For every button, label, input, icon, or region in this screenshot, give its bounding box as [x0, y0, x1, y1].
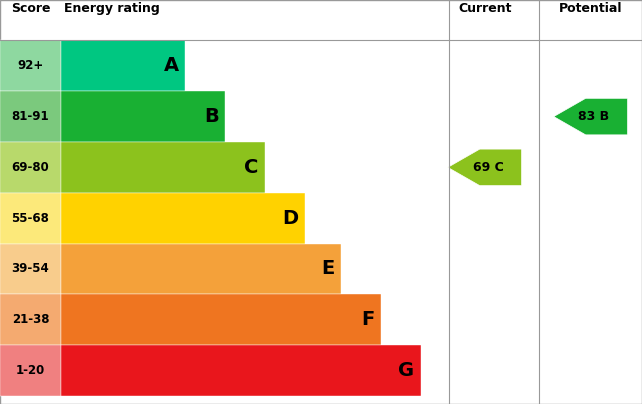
Bar [0, 40, 61, 91]
Bar [61, 193, 305, 244]
Polygon shape [553, 98, 627, 135]
Text: 81-91: 81-91 [12, 110, 49, 123]
Text: B: B [204, 107, 219, 126]
Text: 83 B: 83 B [578, 110, 609, 123]
Text: D: D [282, 208, 299, 228]
Text: 1-20: 1-20 [16, 364, 45, 377]
Text: Current: Current [458, 2, 512, 15]
Bar [0, 345, 61, 396]
Text: C: C [245, 158, 259, 177]
Text: Score: Score [11, 2, 50, 15]
Bar [0, 193, 61, 244]
Bar [0, 295, 61, 345]
Bar [61, 40, 186, 91]
Text: A: A [164, 56, 179, 75]
Bar [61, 142, 265, 193]
Text: Potential: Potential [559, 2, 622, 15]
Text: 92+: 92+ [17, 59, 44, 72]
Text: 69 C: 69 C [473, 161, 503, 174]
Bar [61, 295, 381, 345]
Text: 39-54: 39-54 [12, 263, 49, 276]
Bar [0, 244, 61, 295]
Text: G: G [398, 361, 414, 380]
Bar [61, 244, 341, 295]
Bar [61, 345, 421, 396]
Text: 69-80: 69-80 [12, 161, 49, 174]
Polygon shape [447, 149, 521, 186]
Text: F: F [361, 310, 374, 329]
Bar [61, 91, 225, 142]
Text: E: E [321, 259, 334, 278]
Bar [0, 91, 61, 142]
Text: 21-38: 21-38 [12, 313, 49, 326]
Bar [0, 142, 61, 193]
Text: Energy rating: Energy rating [64, 2, 160, 15]
Text: 55-68: 55-68 [12, 212, 49, 225]
